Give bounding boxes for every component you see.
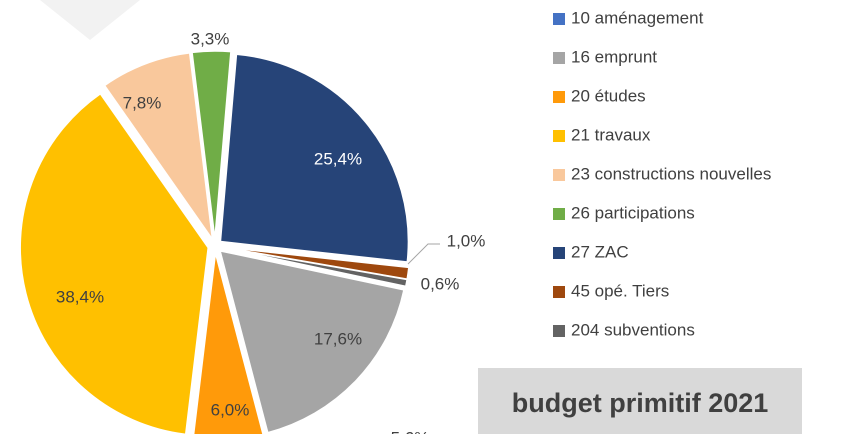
legend-swatch [553,91,565,103]
pie-slice [191,50,232,240]
data-label: 17,6% [314,329,362,348]
legend-label: 23 constructions nouvelles [571,164,771,183]
legend-swatch [553,325,565,337]
pie-slice [221,246,408,288]
decoration [40,0,140,40]
data-label: 1,0% [447,231,486,250]
title-box [478,368,802,434]
pie-slice [192,252,264,434]
legend-label: 27 ZAC [571,242,629,261]
legend-swatch [553,169,565,181]
legend-label: 26 participations [571,203,695,222]
data-label: 25,4% [314,149,362,168]
data-label: 3,3% [191,29,230,48]
legend-label: 16 emprunt [571,47,657,66]
legend-swatch [553,286,565,298]
data-label: 0,6% [421,274,460,293]
data-label: 6,0% [211,400,250,419]
pie-slice [219,249,405,434]
pie-slice [219,53,410,263]
legend-label: 45 opé. Tiers [571,281,669,300]
annotation: 5,6% [391,428,430,434]
pie-slice [19,92,209,434]
chart-title: budget primitif 2021 [512,388,769,418]
data-label: 38,4% [56,287,104,306]
legend-swatch [553,130,565,142]
legend-swatch [553,247,565,259]
legend-label: 20 études [571,86,646,105]
legend-label: 204 subventions [571,320,695,339]
data-label: 7,8% [123,93,162,112]
leader-line [407,243,440,265]
legend-swatch [553,13,565,25]
legend-swatch [553,52,565,64]
pie-slice [103,52,214,240]
legend-label: 10 aménagement [571,8,704,27]
legend-swatch [553,208,565,220]
legend-label: 21 travaux [571,125,651,144]
